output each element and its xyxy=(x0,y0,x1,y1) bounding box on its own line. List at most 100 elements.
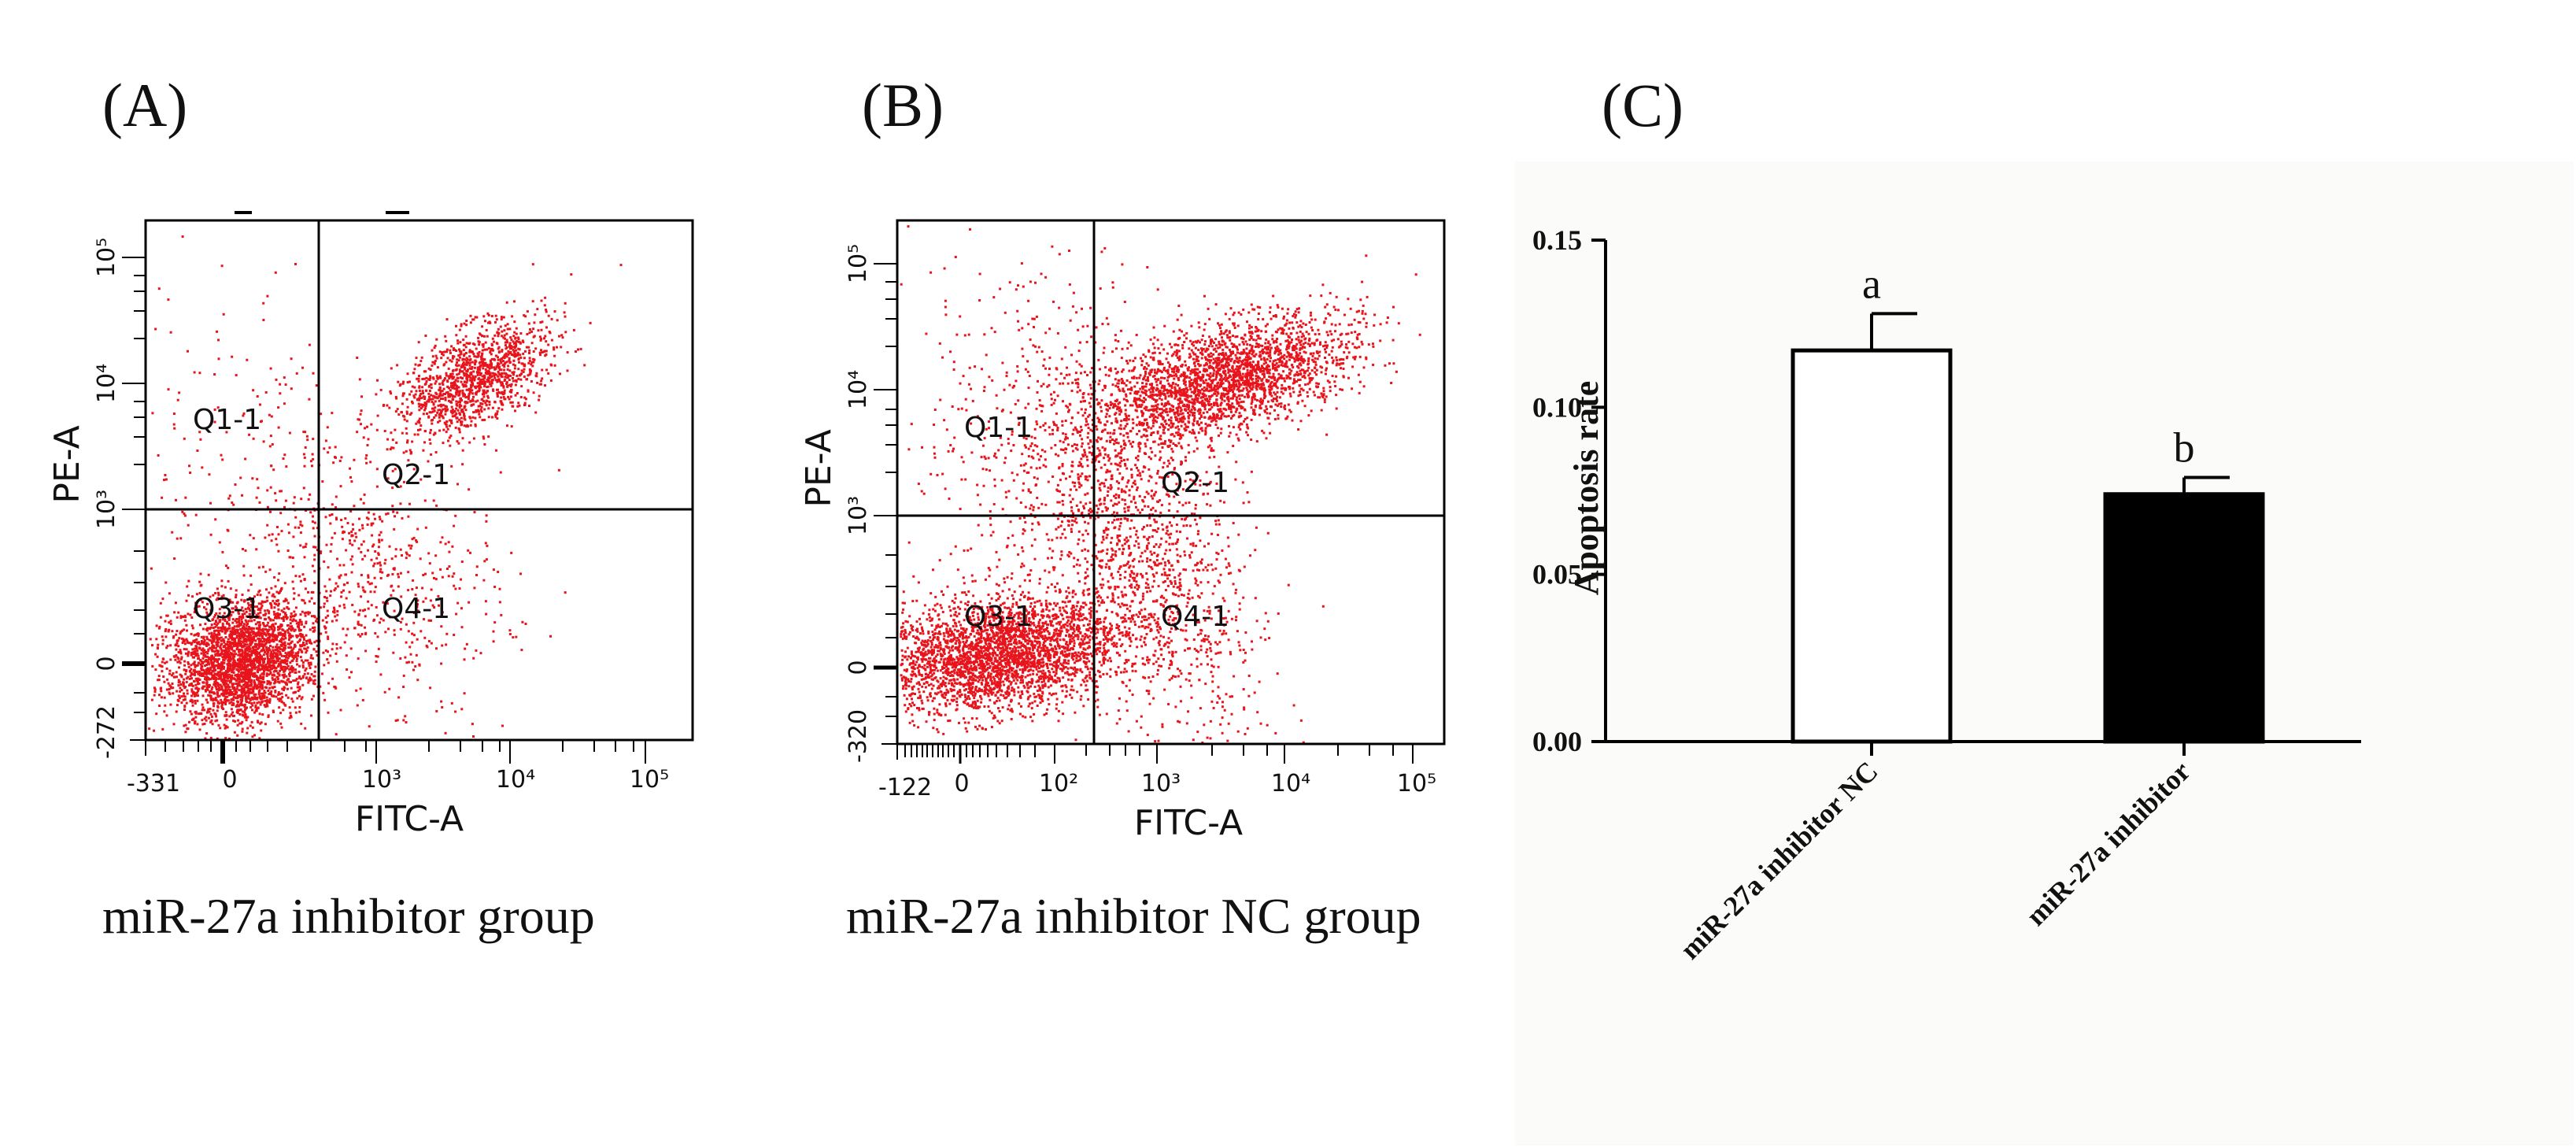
scatter-dot xyxy=(227,661,231,664)
scatter-dot xyxy=(319,685,322,688)
scatter-dot xyxy=(251,650,254,653)
scatter-dot xyxy=(397,575,400,579)
scatter-dot xyxy=(176,642,179,645)
scatter-dot xyxy=(261,630,264,633)
scatter-dot xyxy=(249,681,253,684)
scatter-dot xyxy=(197,635,200,638)
scatter-dot xyxy=(253,697,256,701)
scatter-dot xyxy=(194,712,198,715)
scatter-dot xyxy=(465,320,468,322)
scatter-dot xyxy=(213,668,216,671)
scatter-dot xyxy=(210,656,213,659)
scatter-dot xyxy=(199,572,202,575)
scatter-dot xyxy=(360,543,363,546)
scatter-dot xyxy=(472,353,475,355)
scatter-dot xyxy=(293,610,296,613)
scatter-dot xyxy=(194,683,198,686)
scatter-dot xyxy=(248,691,251,694)
scatter-dot xyxy=(509,336,512,339)
scatter-dot xyxy=(290,635,293,638)
scatter-dot xyxy=(310,673,313,675)
scatter-dot xyxy=(532,327,535,331)
scatter-dot xyxy=(563,311,566,314)
scatter-dot xyxy=(236,644,239,647)
scatter-dot xyxy=(232,698,235,701)
scatter-dot xyxy=(260,721,263,724)
scatter-dot xyxy=(474,362,477,364)
scatter-dot xyxy=(213,645,216,648)
scatter-dot xyxy=(222,692,225,695)
scatter-dot xyxy=(250,653,253,657)
scatter-dot xyxy=(224,692,227,695)
scatter-dot xyxy=(406,372,409,376)
scatter-dot xyxy=(410,412,413,415)
scatter-dot xyxy=(228,660,231,663)
scatter-dot xyxy=(232,677,235,680)
scatter-dot xyxy=(298,626,300,628)
scatter-dot xyxy=(249,604,253,606)
scatter-dot xyxy=(323,596,327,598)
scatter-dot xyxy=(476,399,479,402)
scatter-dot xyxy=(223,690,226,692)
scatter-dot xyxy=(449,419,451,422)
scatter-dot xyxy=(196,605,199,609)
scatter-dot xyxy=(232,671,235,674)
scatter-dot xyxy=(269,672,272,675)
scatter-dot xyxy=(250,600,253,603)
scatter-dot xyxy=(431,364,434,367)
scatter-dot xyxy=(224,654,227,657)
scatter-dot xyxy=(225,652,228,655)
scatter-dot xyxy=(343,641,346,644)
scatter-dot xyxy=(503,392,506,395)
scatter-dot xyxy=(408,413,412,416)
scatter-dot xyxy=(487,369,490,372)
scatter-dot xyxy=(198,712,201,716)
scatter-dot xyxy=(452,398,455,401)
plot-a-y-tick-labels: -272 0 10³ 10⁴ 10⁵ xyxy=(93,238,120,759)
scatter-dot xyxy=(373,576,376,579)
scatter-dot xyxy=(391,505,394,508)
scatter-dot xyxy=(190,688,194,691)
scatter-dot xyxy=(231,642,234,646)
scatter-dot xyxy=(235,607,238,609)
scatter-dot xyxy=(244,712,247,716)
scatter-dot xyxy=(327,711,330,714)
scatter-dot xyxy=(280,654,283,657)
scatter-dot xyxy=(550,364,553,367)
scatter-dot xyxy=(164,630,167,633)
scatter-dot xyxy=(190,690,194,693)
scatter-dot xyxy=(269,486,272,489)
scatter-dot xyxy=(444,335,447,338)
scatter-dot xyxy=(487,435,490,438)
scatter-dot xyxy=(267,630,270,632)
scatter-dot xyxy=(564,591,567,594)
scatter-dot xyxy=(269,681,272,684)
scatter-dot xyxy=(210,688,213,691)
scatter-dot xyxy=(332,461,335,464)
scatter-dot xyxy=(461,377,464,379)
scatter-dot xyxy=(279,383,282,386)
scatter-dot xyxy=(510,425,513,428)
scatter-dot xyxy=(188,684,191,687)
scatter-dot xyxy=(190,653,193,657)
scatter-dot xyxy=(456,483,459,486)
scatter-dot xyxy=(271,623,274,627)
scatter-dot xyxy=(158,705,161,707)
scatter-dot xyxy=(486,378,489,381)
scatter-dot xyxy=(262,660,265,663)
scatter-dot xyxy=(249,724,252,727)
scatter-dot xyxy=(422,413,425,416)
scatter-dot xyxy=(283,616,285,619)
scatter-dot xyxy=(249,679,252,682)
scatter-dot xyxy=(360,423,362,426)
scatter-dot xyxy=(501,392,504,395)
scatter-dot xyxy=(408,554,411,557)
scatter-dot xyxy=(246,652,249,655)
scatter-dot xyxy=(445,339,448,342)
scatter-dot xyxy=(213,692,216,695)
scatter-dot xyxy=(457,390,460,393)
scatter-dot xyxy=(298,629,301,632)
scatter-dot xyxy=(260,606,263,609)
scatter-dot xyxy=(434,451,438,453)
scatter-dot xyxy=(432,394,435,398)
